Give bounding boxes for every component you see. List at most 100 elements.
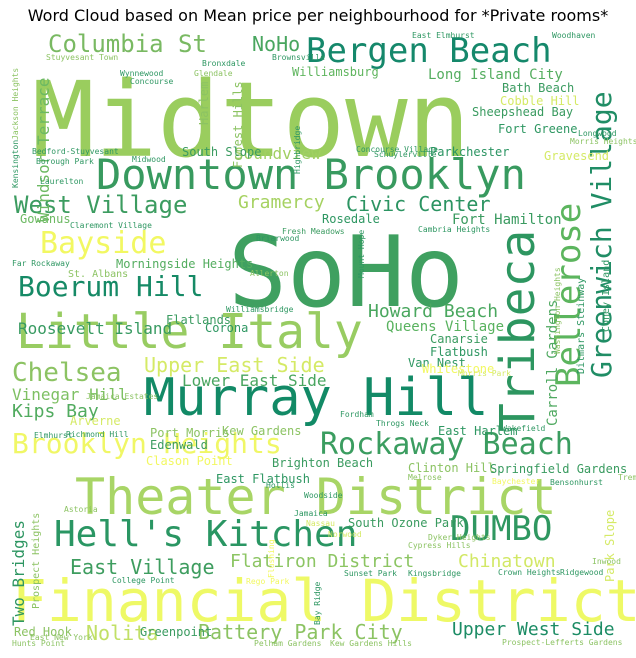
- cloud-word-richmond-hill: Richmond Hill: [66, 430, 129, 439]
- cloud-word-highbridge: Highbridge: [293, 125, 302, 174]
- cloud-word-kensington: Kensington: [11, 139, 20, 188]
- cloud-word-edenwald: Edenwald: [150, 438, 208, 452]
- cloud-word-chelsea: Chelsea: [12, 358, 122, 388]
- cloud-word-morningside-heights: Morningside Heights: [116, 257, 254, 271]
- cloud-word-nolita: Nolita: [86, 621, 159, 645]
- cloud-word-springfield-gardens: Springfield Gardens: [490, 462, 628, 476]
- cloud-word-fort-hamilton: Fort Hamilton: [452, 212, 562, 228]
- cloud-word-gravesend: Gravesend: [544, 149, 610, 163]
- cloud-word-wynnewood: Wynnewood: [120, 69, 164, 78]
- cloud-word-gramercy: Gramercy: [238, 192, 325, 213]
- cloud-word-ditmars-steinway: Ditmars Steinway: [576, 277, 587, 374]
- cloud-word-cobble-hill: Cobble Hill: [500, 94, 580, 108]
- cloud-word-jamaica-estates: Jamaica Estates: [86, 392, 159, 401]
- cloud-word-financial-district: Financial District: [12, 567, 636, 635]
- cloud-word-theater-district: Theater District: [75, 468, 557, 526]
- cloud-word-clason-point: Clason Point: [146, 454, 233, 468]
- cloud-word-bronxdale: Bronxdale: [202, 59, 246, 68]
- cloud-word-east-harlem: East Harlem: [438, 424, 518, 438]
- cloud-word-soundview: Soundview: [234, 144, 321, 163]
- cloud-word-brighton-beach: Brighton Beach: [272, 456, 374, 470]
- cloud-word-bay-ridge: Bay Ridge: [313, 581, 322, 626]
- cloud-word-noho: NoHo: [252, 32, 301, 56]
- cloud-word-dumbo: DUMBO: [450, 509, 553, 549]
- cloud-word-college-point: College Point: [112, 576, 175, 585]
- cloud-word-park-slope: Park Slope: [603, 509, 617, 582]
- cloud-word-vinegar-hill: Vinegar Hill: [12, 385, 128, 404]
- cloud-word-melrose: Melrose: [408, 473, 442, 482]
- cloud-word-kingsbridge: Kingsbridge: [408, 569, 461, 578]
- cloud-word-laurelton: Laurelton: [40, 177, 84, 186]
- cloud-word-canarsie: Canarsie: [430, 332, 488, 346]
- cloud-word-flushing: Flushing: [267, 539, 276, 579]
- cloud-word-parkchester: Parkchester: [430, 145, 510, 159]
- cloud-word-sunset-park: Sunset Park: [344, 569, 397, 578]
- cloud-word-brooklyn-heights: Brooklyn Heights: [12, 427, 282, 460]
- cloud-word-chinatown: Chinatown: [458, 551, 556, 572]
- cloud-word-morris-park: Morris Park: [458, 369, 511, 378]
- cloud-word-ridgewood: Ridgewood: [560, 568, 604, 577]
- cloud-word-stuyvesant-town: Stuyvesant Town: [46, 53, 119, 62]
- cloud-word-queens-village: Queens Village: [386, 319, 505, 335]
- cloud-word-flatbush: Flatbush: [430, 345, 488, 359]
- cloud-word-little-italy: Little Italy: [16, 304, 363, 360]
- cloud-word-claremont-village: Claremont Village: [70, 221, 152, 230]
- cloud-word-hollis: Hollis: [266, 481, 295, 490]
- cloud-word-williamsburg: Williamsburg: [292, 65, 379, 79]
- cloud-word-van-nest: Van Nest: [408, 356, 466, 370]
- cloud-word-woodside: Woodside: [304, 491, 343, 500]
- cloud-word-nassau: Nassau: [306, 519, 335, 528]
- cloud-word-briarwood: Briarwood: [256, 234, 300, 243]
- cloud-word-inwood: Inwood: [592, 557, 621, 566]
- cloud-word-clinton-hill: Clinton Hill: [408, 461, 495, 475]
- cloud-word-east-flatbush: East Flatbush: [216, 472, 310, 486]
- cloud-word-crown-heights: Crown Heights: [498, 568, 561, 577]
- cloud-word-tremont: Tremont: [618, 473, 636, 482]
- cloud-word-throgs-neck: Throgs Neck: [376, 419, 429, 428]
- cloud-word-glendale: Glendale: [194, 69, 233, 78]
- cloud-word-borough-park: Borough Park: [36, 157, 94, 166]
- cloud-word-soho: SoHo: [228, 216, 465, 330]
- cloud-word-west-village: West Village: [14, 191, 188, 219]
- cloud-word-fort-greene: Fort Greene: [498, 122, 578, 136]
- cloud-word-morris-heights: Morris Heights: [570, 137, 636, 146]
- cloud-word-gowanus: Gowanus: [20, 212, 71, 226]
- cloud-word-civic-center: Civic Center: [346, 192, 491, 216]
- cloud-word-rockaway-beach: Rockaway Beach: [320, 427, 573, 462]
- cloud-word-cambria-heights: Cambria Heights: [418, 225, 491, 234]
- cloud-word-fresh-meadows: Fresh Meadows: [282, 227, 345, 236]
- cloud-word-washington-heights: Washington Heights: [553, 267, 562, 355]
- cloud-word-greenpoint: Greenpoint: [140, 625, 213, 639]
- cloud-word-bayside: Bayside: [40, 226, 167, 261]
- cloud-word-kips-bay: Kips Bay: [12, 401, 99, 422]
- cloud-word-midwood: Midwood: [132, 155, 166, 164]
- cloud-word-norwood: Norwood: [328, 530, 362, 539]
- cloud-word-lower-east-side: Lower East Side: [182, 371, 327, 390]
- cloud-word-dyker-heights: Dyker Heights: [428, 533, 491, 542]
- cloud-word-rego-park: Rego Park: [246, 577, 290, 586]
- cloud-word-far-rockaway: Far Rockaway: [12, 259, 70, 268]
- cloud-word-murray-hill: Murray Hill: [144, 368, 489, 428]
- cloud-word-coney-island: Coney Island: [601, 259, 612, 332]
- cloud-word-mount-hope: Mount Hope: [357, 229, 366, 278]
- cloud-word-boerum-hill: Boerum Hill: [18, 270, 204, 303]
- cloud-word-schuylerville: Schuylerville: [374, 150, 437, 159]
- cloud-word-kew-gardens-hills: Kew Gardens Hills: [330, 639, 412, 648]
- cloud-word-fordham: Fordham: [340, 410, 374, 419]
- cloud-word-howard-beach: Howard Beach: [368, 301, 499, 322]
- cloud-word-longwood: Longwood: [578, 129, 617, 138]
- cloud-word-baychester: Baychester: [492, 477, 541, 486]
- cloud-word-bath-beach: Bath Beach: [502, 81, 575, 95]
- cloud-word-astoria: Astoria: [64, 505, 98, 514]
- word-cloud: Midtown SoHo Financial District Theater Dis…: [9, 30, 636, 654]
- cloud-word-east-elmhurst: East Elmhurst: [412, 31, 475, 40]
- cloud-word-woodhaven: Woodhaven: [552, 31, 596, 40]
- cloud-word-brownsville: Brownsville: [272, 53, 325, 62]
- cloud-word-harlem: Harlem: [197, 81, 211, 126]
- cloud-word-east-new-york: East New York: [30, 633, 93, 642]
- cloud-word-battery-park-city: Battery Park City: [198, 620, 403, 644]
- cloud-word-columbia-st: Columbia St: [48, 30, 207, 58]
- cloud-word-allerton: Allerton: [250, 269, 289, 278]
- cloud-word-bergen-beach: Bergen Beach: [306, 31, 552, 71]
- cloud-word-bensonhurst: Bensonhurst: [550, 478, 603, 487]
